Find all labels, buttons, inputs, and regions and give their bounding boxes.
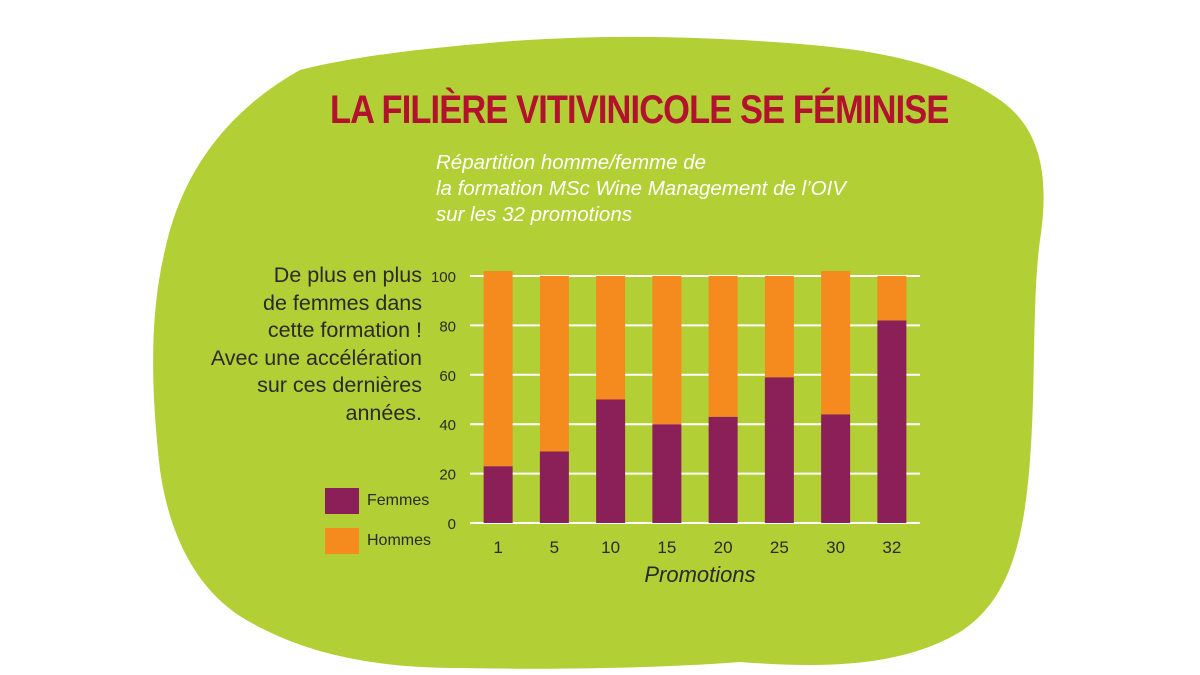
y-tick-label: 60 [439, 368, 456, 385]
bar-femmes [708, 416, 738, 523]
legend-item-femmes: Femmes [325, 488, 431, 514]
legend-label-hommes: Hommes [367, 532, 432, 549]
bar-hommes [764, 276, 794, 378]
x-tick-label: 32 [882, 538, 901, 557]
y-tick-label: 100 [431, 269, 456, 286]
bar-femmes [764, 377, 794, 523]
side-note-line: De plus en plus [273, 263, 422, 287]
side-note: De plus en plus de femmes dans cette for… [150, 262, 422, 427]
side-note-line: Avec une accélération [210, 345, 422, 370]
x-tick-label: 15 [657, 538, 676, 557]
bar-femmes [483, 466, 513, 523]
bar-femmes [596, 399, 626, 523]
bar-hommes [652, 276, 682, 425]
legend-swatch-hommes [325, 528, 359, 554]
y-tick-label: 20 [439, 467, 456, 484]
x-tick-label: 20 [714, 538, 733, 557]
subtitle-line: Répartition homme/femme de [436, 151, 707, 174]
chart-subtitle: Répartition homme/femme de la formation … [436, 150, 956, 228]
y-tick-label: 80 [439, 318, 456, 335]
legend-item-hommes: Hommes [325, 528, 431, 554]
legend-swatch-femmes [325, 488, 359, 514]
bar-hommes [483, 271, 513, 467]
bar-femmes [652, 424, 682, 523]
x-tick-label: 1 [493, 538, 502, 557]
y-tick-label: 40 [439, 417, 456, 434]
subtitle-line: la formation MSc Wine Management de l’OI… [436, 177, 846, 200]
subtitle-line: sur les 32 promotions [436, 203, 632, 226]
x-tick-label: 30 [826, 538, 845, 557]
y-tick-label: 0 [448, 516, 456, 533]
legend-label-femmes: Femmes [367, 492, 430, 509]
chart-legend: Femmes Hommes [325, 488, 431, 568]
side-note-line: de femmes dans [263, 290, 422, 315]
x-axis-label: Promotions [644, 562, 755, 587]
side-note-line: sur ces dernières [257, 373, 422, 397]
bar-hommes [821, 271, 851, 415]
x-tick-label: 25 [770, 538, 789, 557]
side-note-line: années. [345, 400, 422, 425]
bar-hommes [596, 276, 626, 400]
bar-hommes [877, 276, 907, 321]
bar-hommes [708, 276, 738, 417]
chart-title: LA FILIÈRE VITIVINICOLE SE FÉMINISE [330, 88, 949, 132]
bar-femmes [821, 414, 851, 523]
x-tick-label: 10 [601, 538, 620, 557]
bar-femmes [539, 451, 569, 523]
bar-hommes [539, 276, 569, 452]
bar-femmes [877, 320, 907, 523]
side-note-line: cette formation ! [267, 318, 422, 342]
x-tick-label: 5 [550, 538, 559, 557]
